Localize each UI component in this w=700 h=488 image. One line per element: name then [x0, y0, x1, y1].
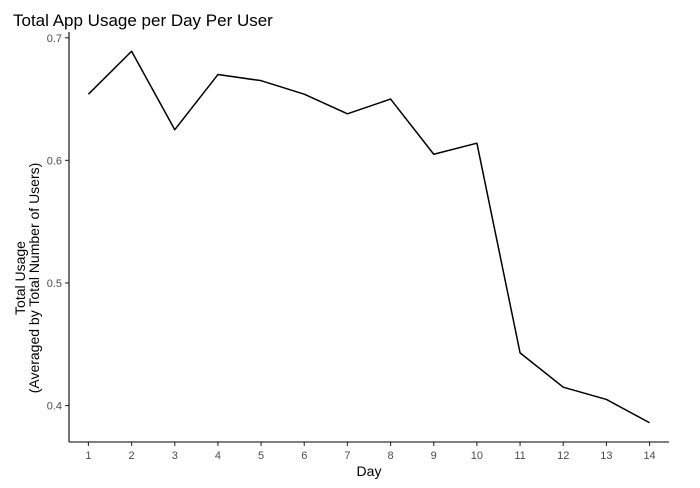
y-axis-title-line-2: (Averaged by Total Number of Users) — [26, 163, 42, 394]
x-tick-label: 5 — [258, 450, 264, 462]
series-line — [87, 50, 650, 424]
x-axis-ticks: 1 2 3 4 5 6 7 8 9 10 11 12 13 14 — [85, 442, 656, 462]
y-tick-label: 0.5 — [47, 278, 62, 290]
y-tick-label: 0.7 — [47, 33, 62, 45]
x-tick-label: 1 — [85, 450, 91, 462]
x-tick-label: 6 — [301, 450, 307, 462]
chart-title: Total App Usage per Day Per User — [13, 11, 273, 30]
x-tick-label: 2 — [129, 450, 135, 462]
y-axis-ticks: 0.4 0.5 0.6 0.7 — [47, 33, 69, 413]
y-axis-title-line-1: Total Usage — [12, 241, 28, 315]
x-tick-label: 8 — [388, 450, 394, 462]
y-tick-label: 0.6 — [47, 155, 62, 167]
x-tick-label: 7 — [344, 450, 350, 462]
y-tick-label: 0.4 — [47, 401, 62, 413]
x-tick-label: 10 — [471, 450, 483, 462]
x-tick-label: 3 — [172, 450, 178, 462]
y-axis-title: Total Usage (Averaged by Total Number of… — [12, 163, 42, 394]
x-tick-label: 14 — [643, 450, 655, 462]
x-tick-label: 9 — [431, 450, 437, 462]
x-axis-title: Day — [357, 463, 382, 479]
x-tick-label: 13 — [600, 450, 612, 462]
x-tick-label: 12 — [557, 450, 569, 462]
x-tick-label: 11 — [514, 450, 525, 462]
x-tick-label: 4 — [215, 450, 221, 462]
